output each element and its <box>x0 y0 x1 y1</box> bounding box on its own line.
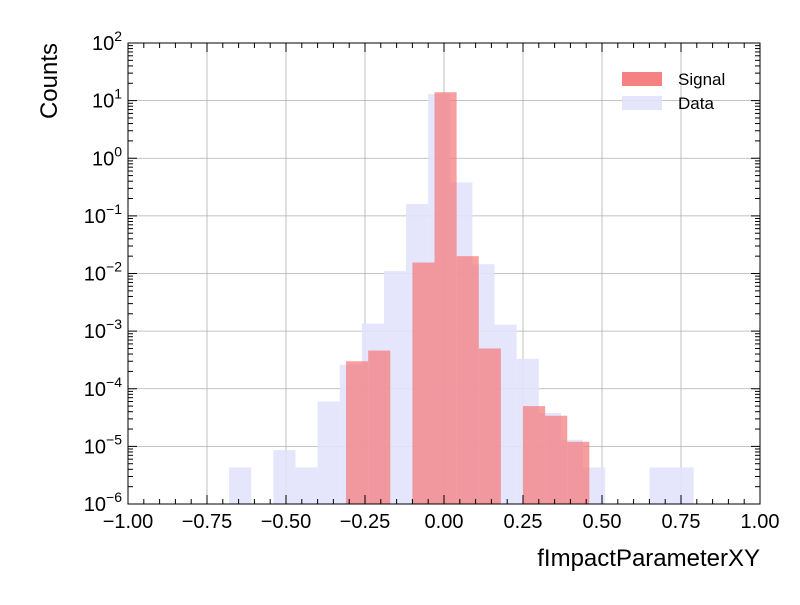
legend: Signal Data <box>622 70 725 113</box>
histogram-bar-signal <box>545 415 568 504</box>
x-tick-labels: −1.00 −0.75 −0.50 −0.25 0.00 0.25 0.50 0.75 1.00 <box>103 511 780 533</box>
x-tick-label: −0.75 <box>182 511 233 533</box>
y-tick-label: 10−2 <box>84 259 122 286</box>
bars <box>229 92 694 504</box>
x-tick-label: 1.00 <box>741 511 780 533</box>
histogram-bar-signal <box>567 441 590 504</box>
legend-label-data: Data <box>678 94 714 113</box>
series-signal <box>346 92 590 504</box>
legend-swatch-signal <box>622 72 662 86</box>
histogram-bar-data <box>273 450 296 504</box>
y-tick-label: 10−6 <box>84 489 122 516</box>
x-axis-label: fImpactParameterXY <box>537 545 760 572</box>
x-tick-label: 0.25 <box>504 511 543 533</box>
y-axis-label: Counts <box>36 43 63 119</box>
y-tick-label: 10−4 <box>84 374 122 401</box>
histogram-bar-signal <box>478 348 501 504</box>
histogram-bar-data <box>671 467 694 504</box>
plot-frame <box>127 42 761 505</box>
legend-swatch-data <box>622 96 662 110</box>
y-tick-label: 101 <box>92 86 122 113</box>
histogram-bar-signal <box>434 92 457 504</box>
x-tick-label: −0.50 <box>261 511 312 533</box>
y-tick-labels: 10−6 10−5 10−4 10−3 10−2 10−1 100 101 102 <box>84 28 122 516</box>
histogram-bar-data <box>229 467 252 504</box>
y-tick-label: 102 <box>92 28 122 55</box>
y-tick-label: 10−5 <box>84 431 122 458</box>
histogram-bar-data <box>295 467 318 504</box>
x-tick-label: 0.00 <box>425 511 464 533</box>
histogram-bar-data <box>649 467 672 504</box>
histogram-bar-signal <box>523 406 546 504</box>
histogram-bar-signal <box>346 361 369 504</box>
histogram-bar-data <box>317 401 340 504</box>
legend-label-signal: Signal <box>678 70 725 89</box>
axis-ticks <box>127 42 761 505</box>
x-tick-label: 0.75 <box>662 511 701 533</box>
histogram-bar-signal <box>412 262 435 504</box>
histogram-bar-signal <box>368 350 391 504</box>
y-tick-label: 100 <box>92 143 122 170</box>
x-tick-label: 0.50 <box>583 511 622 533</box>
y-tick-label: 10−3 <box>84 316 122 343</box>
y-tick-label: 10−1 <box>84 201 122 228</box>
x-tick-label: −0.25 <box>340 511 391 533</box>
x-tick-label: −1.00 <box>103 511 154 533</box>
histogram-bar-signal <box>456 256 479 504</box>
